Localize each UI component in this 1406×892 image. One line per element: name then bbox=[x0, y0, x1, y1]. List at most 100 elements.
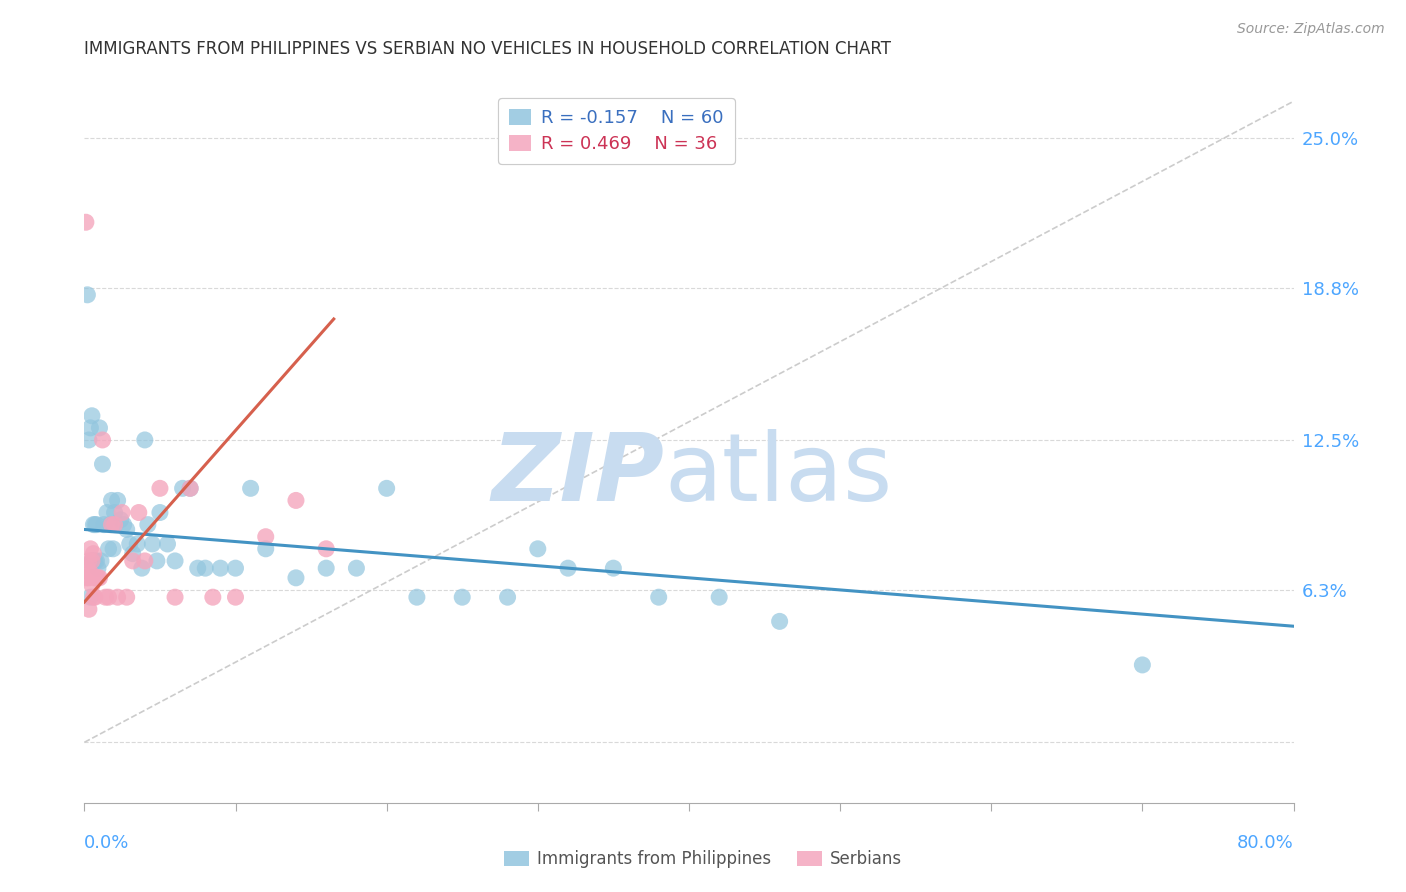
Point bbox=[172, 481, 194, 495]
Point bbox=[121, 554, 143, 568]
Point bbox=[111, 506, 134, 520]
Text: Source: ZipAtlas.com: Source: ZipAtlas.com bbox=[1237, 22, 1385, 37]
Point bbox=[112, 517, 135, 532]
Legend: Immigrants from Philippines, Serbians: Immigrants from Philippines, Serbians bbox=[498, 844, 908, 875]
Point bbox=[225, 590, 247, 604]
Point bbox=[557, 561, 579, 575]
Point bbox=[527, 541, 550, 556]
Point bbox=[79, 566, 101, 580]
Text: ZIP: ZIP bbox=[492, 428, 665, 521]
Point bbox=[84, 517, 107, 532]
Point bbox=[194, 561, 217, 575]
Point bbox=[346, 561, 368, 575]
Point bbox=[648, 590, 671, 604]
Point bbox=[165, 590, 187, 604]
Point bbox=[79, 541, 101, 556]
Point bbox=[134, 433, 156, 447]
Point bbox=[82, 547, 104, 561]
Point bbox=[149, 481, 172, 495]
Point bbox=[77, 554, 100, 568]
Point bbox=[107, 493, 129, 508]
Point bbox=[96, 506, 118, 520]
Point bbox=[97, 590, 120, 604]
Point bbox=[98, 517, 121, 532]
Point bbox=[87, 571, 110, 585]
Point bbox=[131, 561, 153, 575]
Point bbox=[187, 561, 209, 575]
Point bbox=[141, 537, 163, 551]
Point bbox=[315, 561, 337, 575]
Point bbox=[115, 523, 138, 537]
Point bbox=[77, 433, 100, 447]
Point bbox=[121, 547, 143, 561]
Text: 0.0%: 0.0% bbox=[84, 834, 129, 852]
Point bbox=[86, 554, 108, 568]
Point bbox=[209, 561, 232, 575]
Point bbox=[709, 590, 731, 604]
Point bbox=[82, 517, 104, 532]
Legend: R = -0.157    N = 60, R = 0.469    N = 36: R = -0.157 N = 60, R = 0.469 N = 36 bbox=[498, 98, 735, 163]
Point bbox=[146, 554, 169, 568]
Point bbox=[602, 561, 624, 575]
Point bbox=[179, 481, 201, 495]
Point bbox=[104, 506, 127, 520]
Point bbox=[80, 578, 103, 592]
Point bbox=[91, 457, 114, 471]
Point bbox=[100, 493, 122, 508]
Point bbox=[165, 554, 187, 568]
Point bbox=[239, 481, 262, 495]
Point bbox=[80, 554, 103, 568]
Point bbox=[451, 590, 474, 604]
Point bbox=[254, 530, 277, 544]
Point bbox=[104, 517, 127, 532]
Point bbox=[107, 590, 129, 604]
Point bbox=[84, 571, 107, 585]
Point bbox=[156, 537, 179, 551]
Point bbox=[315, 541, 337, 556]
Text: IMMIGRANTS FROM PHILIPPINES VS SERBIAN NO VEHICLES IN HOUSEHOLD CORRELATION CHAR: IMMIGRANTS FROM PHILIPPINES VS SERBIAN N… bbox=[84, 40, 891, 58]
Point bbox=[285, 571, 308, 585]
Point bbox=[769, 615, 792, 629]
Point bbox=[86, 517, 108, 532]
Point bbox=[1130, 657, 1153, 672]
Point bbox=[86, 571, 108, 585]
Point bbox=[97, 541, 120, 556]
Point bbox=[254, 541, 277, 556]
Point bbox=[82, 554, 104, 568]
Point bbox=[100, 517, 122, 532]
Point bbox=[128, 506, 150, 520]
Point bbox=[77, 571, 100, 585]
Text: atlas: atlas bbox=[665, 428, 893, 521]
Point bbox=[94, 590, 117, 604]
Point bbox=[84, 590, 107, 604]
Point bbox=[80, 554, 103, 568]
Point bbox=[79, 421, 101, 435]
Point bbox=[136, 517, 159, 532]
Point bbox=[225, 561, 247, 575]
Point bbox=[110, 513, 132, 527]
Point bbox=[75, 571, 97, 585]
Point bbox=[89, 421, 111, 435]
Point bbox=[80, 409, 103, 423]
Point bbox=[127, 537, 149, 551]
Point bbox=[75, 215, 97, 229]
Point bbox=[82, 590, 104, 604]
Point bbox=[118, 537, 141, 551]
Point bbox=[90, 554, 112, 568]
Point bbox=[91, 433, 114, 447]
Point bbox=[375, 481, 398, 495]
Point bbox=[115, 590, 138, 604]
Point bbox=[201, 590, 224, 604]
Point bbox=[496, 590, 519, 604]
Text: 80.0%: 80.0% bbox=[1237, 834, 1294, 852]
Point bbox=[285, 493, 308, 508]
Point bbox=[76, 561, 98, 575]
Point bbox=[79, 590, 101, 604]
Point bbox=[149, 506, 172, 520]
Point bbox=[87, 561, 110, 575]
Point bbox=[76, 288, 98, 302]
Point bbox=[406, 590, 429, 604]
Point bbox=[101, 541, 124, 556]
Point bbox=[179, 481, 201, 495]
Point bbox=[89, 571, 111, 585]
